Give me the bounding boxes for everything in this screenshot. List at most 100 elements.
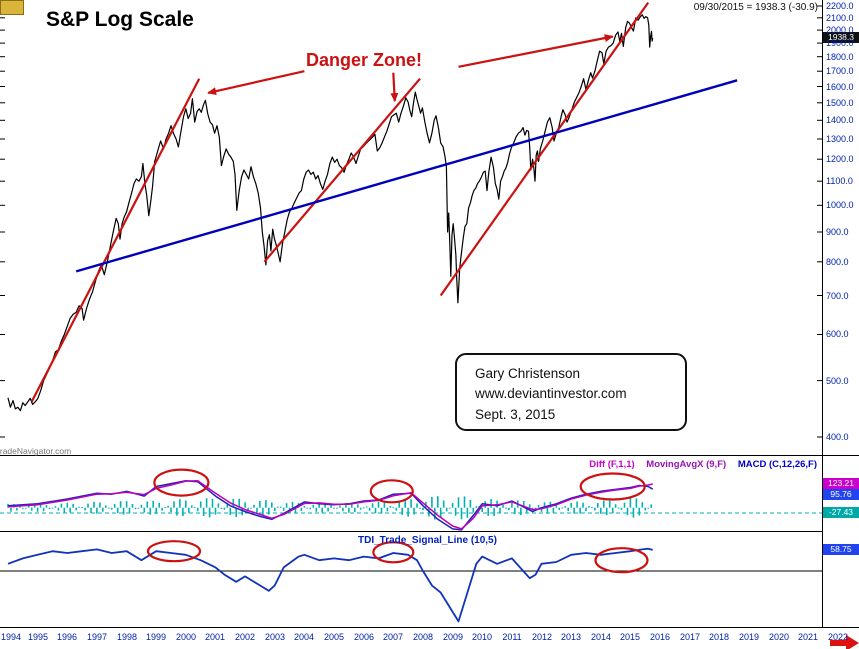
macd-histogram-bar — [534, 507, 537, 509]
macd-histogram-bar — [617, 507, 620, 509]
trendline-red-wedge-1 — [30, 78, 201, 403]
macd-histogram-bar — [638, 507, 641, 516]
macd-histogram-bar — [108, 507, 110, 509]
macd-histogram-bar — [552, 507, 555, 513]
macd-histogram-bar — [629, 498, 632, 508]
macd-histogram-bar — [220, 507, 223, 509]
macd-histogram-bar — [620, 507, 623, 510]
macd-histogram-bar — [635, 498, 638, 508]
macd-histogram-bar — [591, 507, 593, 509]
year-axis-label: 1999 — [145, 632, 167, 642]
danger-arrow — [207, 70, 305, 96]
macd-histogram-bar — [508, 507, 510, 511]
price-axis-label: 1100.0 — [826, 176, 853, 186]
macd-histogram-bar — [525, 507, 528, 513]
year-axis-label: 2005 — [323, 632, 345, 642]
macd-highlight-ellipse — [153, 468, 210, 497]
macd-histogram-bar — [585, 507, 587, 512]
macd-histogram-bar — [134, 507, 137, 510]
macd-histogram-bar — [217, 503, 220, 508]
macd-histogram-bar — [342, 507, 344, 512]
price-axis-label: 600.0 — [826, 329, 849, 339]
price-axis-label: 1700.0 — [826, 66, 854, 76]
macd-histogram-bar — [232, 499, 235, 508]
tdi-line — [7, 547, 653, 623]
macd-histogram-bar — [300, 507, 303, 511]
macd-histogram-bar — [644, 507, 647, 511]
macd-histogram-bar — [463, 496, 466, 508]
macd-histogram-bar — [626, 507, 629, 516]
macd-histogram-bar — [321, 507, 323, 513]
macd-histogram-bar — [537, 505, 540, 508]
year-axis-label: 1998 — [116, 632, 138, 642]
year-axis-label: 2011 — [502, 632, 522, 642]
macd-histogram-bar — [274, 507, 276, 511]
macd-histogram-bar — [472, 507, 475, 513]
macd-histogram-bar — [614, 504, 617, 508]
macd-histogram-bar — [36, 507, 39, 512]
year-axis-label: 2001 — [204, 632, 226, 642]
macd-histogram-bar — [377, 501, 380, 508]
macd-histogram-bar — [582, 502, 584, 508]
macd-histogram-bar — [410, 499, 412, 508]
macd-histogram-bar — [10, 507, 12, 512]
macd-histogram-bar — [389, 506, 392, 508]
year-axis-label: 2021 — [797, 632, 819, 642]
macd-histogram-bar — [419, 507, 421, 509]
macd-histogram-bar — [650, 504, 652, 508]
macd-histogram-bar — [514, 507, 516, 515]
year-axis-label: 2012 — [531, 632, 553, 642]
macd-histogram-bar — [345, 503, 347, 508]
macd-histogram-bar — [96, 507, 98, 514]
macd-histogram-bar — [608, 500, 611, 508]
macd-histogram-bar — [558, 507, 561, 510]
macd-histogram-bar — [256, 507, 258, 513]
author-annotation-box: Gary Christenson www.deviantinvestor.com… — [455, 353, 687, 431]
tdi-highlight-ellipse — [146, 540, 202, 563]
macd-histogram-bar — [351, 502, 353, 508]
macd-histogram-bar — [395, 507, 398, 511]
macd-histogram-bar — [475, 506, 478, 508]
year-axis-label: 2007 — [382, 632, 404, 642]
price-axis-label: 500.0 — [826, 376, 849, 386]
macd-histogram-bar — [354, 507, 356, 512]
annotation-date: Sept. 3, 2015 — [475, 406, 556, 422]
macd-histogram-bar — [69, 507, 71, 513]
macd-histogram-bar — [149, 507, 152, 515]
macd-histogram-bar — [588, 506, 590, 508]
macd-histogram-bar — [119, 501, 122, 508]
year-axis-label: 2019 — [738, 632, 760, 642]
chart-title: S&P Log Scale — [46, 8, 194, 31]
macd-histogram-bar — [152, 500, 154, 508]
macd-histogram-bar — [555, 503, 558, 508]
year-axis-label: 2003 — [264, 632, 286, 642]
macd-histogram-bar — [404, 499, 406, 508]
macd-histogram-bar — [279, 506, 282, 508]
year-axis-label: 2009 — [442, 632, 464, 642]
macd-histogram-bar — [66, 502, 69, 508]
year-axis-label: 1994 — [0, 632, 22, 642]
macd-histogram-bar — [45, 505, 48, 508]
macd-histogram-bar — [271, 502, 273, 508]
year-axis-label: 2008 — [412, 632, 434, 642]
macd-histogram-bar — [520, 507, 522, 516]
macd-histogram-bar — [413, 507, 415, 515]
macd-histogram-bar — [188, 507, 190, 513]
macd-histogram-bar — [600, 507, 602, 514]
macd-histogram-bar — [561, 507, 564, 509]
price-axis-label: 700.0 — [826, 291, 849, 301]
macd-histogram-bar — [167, 505, 169, 508]
macd-histogram-bar — [93, 501, 95, 508]
author-name: Gary Christenson — [475, 366, 581, 381]
year-axis-label: 2013 — [560, 632, 582, 642]
tdi-indicator-label: TDI_Trade_Signal_Line (10,5) — [358, 535, 497, 546]
macd-histogram-bar — [140, 504, 143, 508]
macd-histogram-bar — [247, 507, 249, 511]
macd-histogram-bar — [87, 503, 89, 508]
macd-histogram-bar — [63, 507, 66, 513]
macd-histogram-bar — [282, 507, 285, 511]
window-corner-artifact — [0, 0, 24, 15]
macd-histogram-bar — [573, 507, 575, 514]
quote-stamp: 09/30/2015 = 1938.3 (-30.9) — [693, 2, 818, 13]
